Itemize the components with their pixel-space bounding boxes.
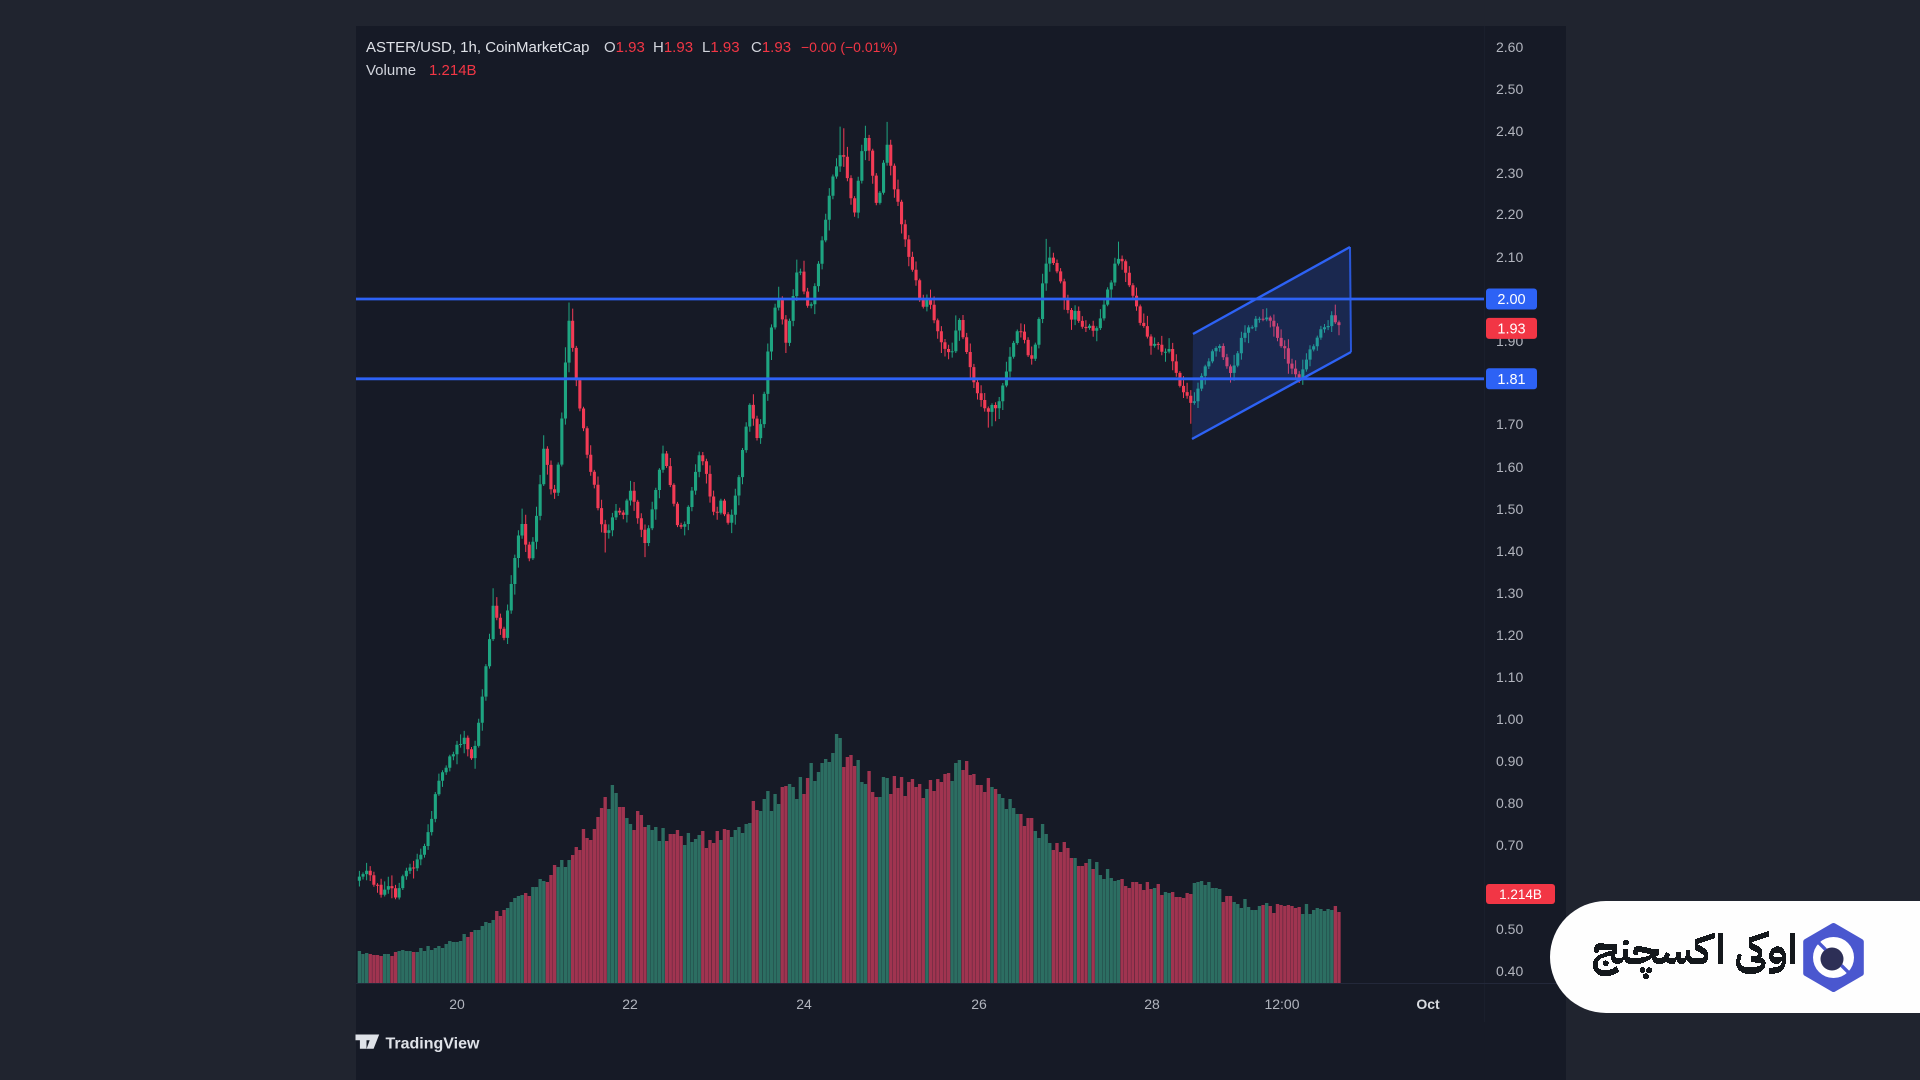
svg-text:0.80: 0.80 [1496,795,1523,811]
svg-text:0.40: 0.40 [1496,963,1523,979]
svg-text:24: 24 [796,996,812,1012]
svg-text:Oct: Oct [1416,996,1440,1012]
svg-text:1.40: 1.40 [1496,543,1523,559]
svg-text:C1.93: C1.93 [751,39,791,56]
svg-text:1.10: 1.10 [1496,669,1523,685]
svg-text:H1.93: H1.93 [653,39,693,56]
svg-text:0.50: 0.50 [1496,921,1523,937]
svg-text:2.20: 2.20 [1496,206,1523,222]
svg-text:22: 22 [622,996,638,1012]
svg-text:1.93: 1.93 [1497,322,1525,338]
svg-text:2.10: 2.10 [1496,249,1523,265]
svg-text:2.50: 2.50 [1496,81,1523,97]
svg-text:28: 28 [1144,996,1160,1012]
svg-text:12:00: 12:00 [1264,996,1299,1012]
svg-text:1.50: 1.50 [1496,501,1523,517]
svg-text:20: 20 [449,996,465,1012]
svg-text:26: 26 [971,996,987,1012]
svg-text:ASTER/USD, 1h, CoinMarketCap: ASTER/USD, 1h, CoinMarketCap [366,39,589,56]
svg-text:1.214B: 1.214B [1499,887,1542,902]
svg-text:Volume: Volume [366,62,416,79]
svg-text:1.30: 1.30 [1496,585,1523,601]
svg-text:2.60: 2.60 [1496,39,1523,55]
svg-text:−0.00 (−0.01%): −0.00 (−0.01%) [801,39,898,55]
svg-text:2.00: 2.00 [1497,292,1525,308]
svg-text:1.81: 1.81 [1497,372,1525,388]
svg-text:0.70: 0.70 [1496,837,1523,853]
svg-text:1.214B: 1.214B [429,62,477,79]
svg-text:2.30: 2.30 [1496,165,1523,181]
svg-text:1.00: 1.00 [1496,711,1523,727]
svg-text:0.90: 0.90 [1496,753,1523,769]
svg-text:2.40: 2.40 [1496,123,1523,139]
svg-text:L1.93: L1.93 [702,39,740,56]
svg-text:O1.93: O1.93 [604,39,645,56]
svg-text:1.60: 1.60 [1496,459,1523,475]
svg-text:1.70: 1.70 [1496,416,1523,432]
svg-text:1.20: 1.20 [1496,627,1523,643]
svg-text:TradingView: TradingView [386,1036,481,1053]
